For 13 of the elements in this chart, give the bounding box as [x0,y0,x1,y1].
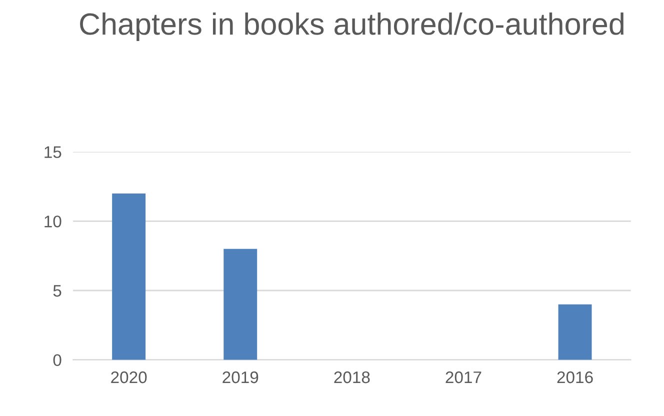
x-tick-label: 2017 [446,371,482,384]
y-tick-label: 15 [44,146,62,158]
chart-title: Chapters in books authored/co-authored [80,12,624,41]
x-tick-label: 2016 [557,371,593,384]
y-tick-label: 0 [53,354,62,366]
y-tick-label: 5 [53,285,62,297]
x-tick-label: 2018 [334,371,370,384]
x-tick-label: 2019 [222,371,258,384]
bar [558,304,592,360]
bar [224,248,258,360]
x-tick-label: 2020 [111,371,147,384]
bar [112,193,146,360]
y-tick-label: 10 [44,216,62,228]
